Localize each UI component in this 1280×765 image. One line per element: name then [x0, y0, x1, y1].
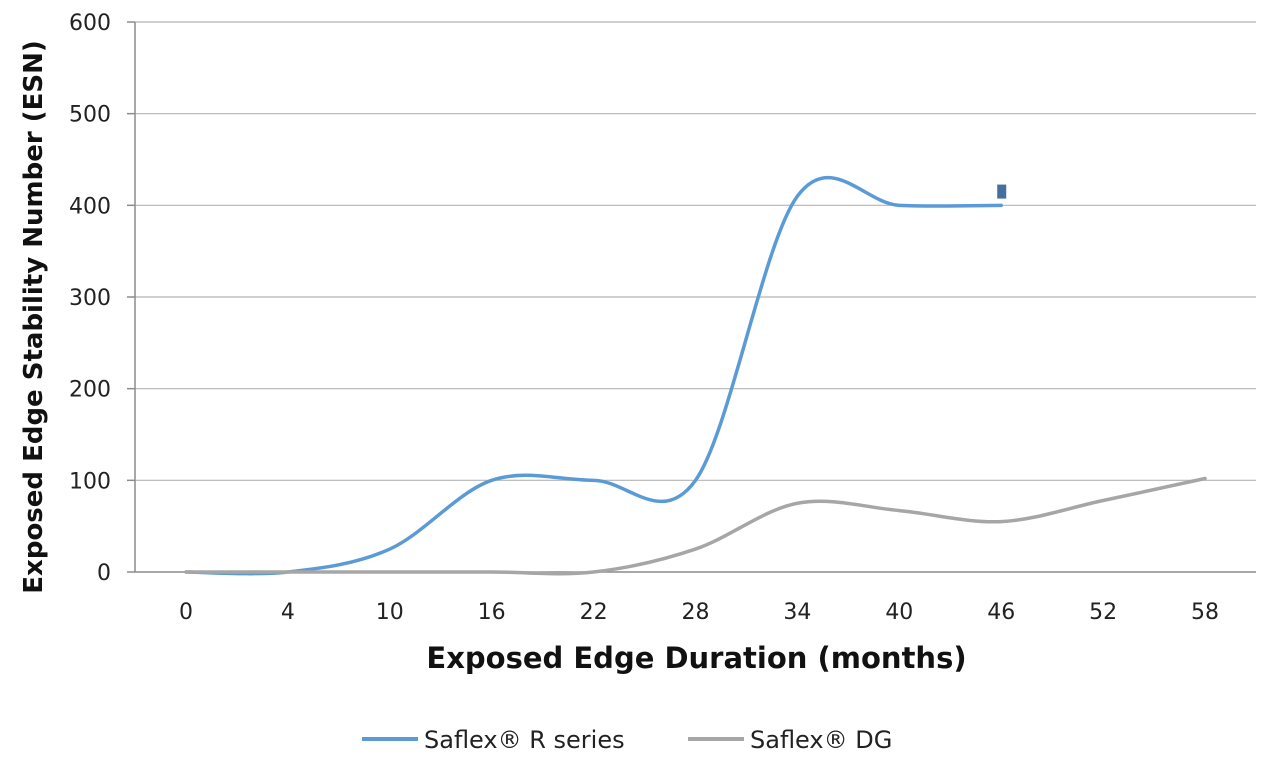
- legend-label-dg: Saflex® DG: [750, 726, 892, 754]
- y-tick-label: 500: [69, 103, 111, 128]
- y-tick-labels: 0 100 200 300 400 500 600: [69, 11, 111, 586]
- x-tick-label: 10: [376, 600, 404, 625]
- series-lines: [184, 175, 1207, 576]
- y-tick-label: 200: [69, 378, 111, 403]
- y-tick-label: 400: [69, 194, 111, 219]
- x-tick-label: 40: [885, 600, 913, 625]
- x-tick-label: 28: [682, 600, 710, 625]
- x-axis-title: Exposed Edge Duration (months): [426, 641, 966, 675]
- gridlines: [127, 21, 1256, 573]
- y-tick-label: 300: [69, 286, 111, 311]
- x-tick-label: 0: [179, 600, 193, 625]
- legend: Saflex® R series Saflex® DG: [362, 726, 892, 754]
- annotation-marker: [997, 184, 1007, 199]
- x-tick-labels: 0 4 10 16 22 28 34 40 46 52 58: [179, 600, 1219, 625]
- x-tick-label: 22: [580, 600, 608, 625]
- y-tick-label: 600: [69, 11, 111, 36]
- legend-label-r-series: Saflex® R series: [424, 726, 625, 754]
- x-tick-label: 34: [783, 600, 811, 625]
- x-tick-label: 46: [987, 600, 1015, 625]
- series-line-0: [184, 175, 1003, 576]
- series-line-1: [184, 476, 1207, 576]
- y-tick-label: 0: [97, 561, 111, 586]
- x-tick-label: 58: [1191, 600, 1219, 625]
- y-tick-label: 100: [69, 469, 111, 494]
- x-tick-label: 52: [1089, 600, 1117, 625]
- y-axis-title: Exposed Edge Stability Number (ESN): [19, 40, 49, 593]
- x-tick-label: 4: [281, 600, 295, 625]
- x-tick-label: 16: [478, 600, 506, 625]
- annotations: [997, 184, 1007, 199]
